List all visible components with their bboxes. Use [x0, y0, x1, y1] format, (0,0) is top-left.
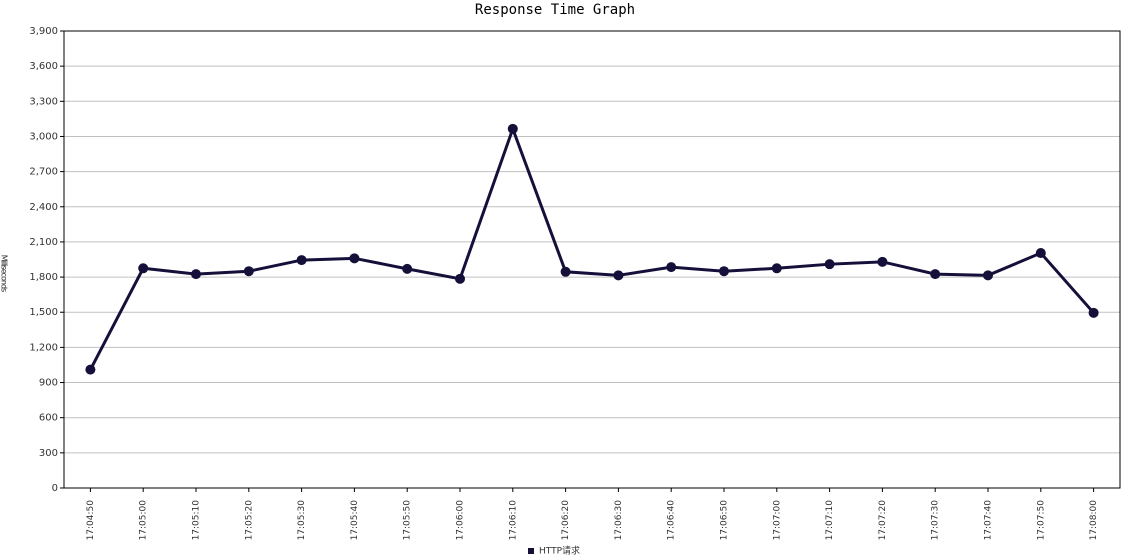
y-tick-label: 0	[52, 483, 58, 494]
data-point	[191, 269, 201, 280]
x-tick-label: 17:05:30	[297, 500, 307, 541]
y-tick-label: 2,100	[29, 237, 58, 248]
data-point	[455, 273, 465, 284]
x-tick-label: 17:07:10	[825, 500, 835, 541]
y-tick-label: 1,800	[29, 272, 58, 283]
y-tick-label: 900	[39, 378, 58, 389]
plot-frame	[63, 30, 1121, 489]
data-point	[983, 270, 993, 281]
data-point	[296, 255, 307, 266]
data-point	[877, 256, 888, 267]
x-tick-label: 17:06:10	[508, 500, 518, 541]
data-point	[349, 253, 360, 264]
x-tick-label: 17:07:50	[1036, 500, 1046, 541]
y-tick-label: 600	[39, 413, 58, 424]
y-tick-label: 3,600	[29, 61, 58, 72]
legend-swatch	[528, 548, 534, 554]
data-point	[138, 263, 149, 274]
data-point	[1088, 307, 1099, 318]
y-axis-label: Milliseconds	[0, 255, 9, 292]
x-tick-label: 17:06:40	[667, 500, 677, 541]
data-point	[560, 266, 571, 277]
data-point	[507, 123, 518, 134]
data-point	[719, 266, 729, 277]
x-tick-label: 17:05:20	[244, 500, 254, 541]
data-point	[402, 263, 413, 274]
x-tick-label: 17:06:00	[456, 500, 466, 541]
data-point	[930, 269, 941, 280]
x-tick-label: 17:04:50	[86, 500, 96, 541]
y-tick-label: 300	[39, 448, 58, 459]
x-tick-label: 17:08:00	[1089, 500, 1099, 541]
x-tick-label: 17:06:50	[720, 500, 730, 541]
x-tick-label: 17:07:20	[878, 500, 888, 541]
data-point	[666, 262, 677, 273]
x-tick-label: 17:06:20	[561, 500, 571, 541]
x-tick-label: 17:07:40	[984, 500, 994, 541]
x-tick-label: 17:05:50	[403, 500, 413, 541]
x-tick-label: 17:05:10	[192, 500, 202, 541]
data-point	[613, 270, 624, 281]
y-tick-label: 1,500	[29, 307, 58, 318]
data-point	[1035, 248, 1046, 259]
y-tick-label: 3,300	[29, 96, 58, 107]
chart-title: Response Time Graph	[475, 2, 635, 18]
legend-label: HTTP请求	[539, 545, 580, 557]
y-tick-label: 2,700	[29, 167, 58, 178]
y-tick-label: 2,400	[29, 202, 58, 213]
data-point	[824, 259, 835, 270]
series-line	[89, 124, 1095, 371]
x-tick-label: 17:05:40	[350, 500, 360, 541]
y-tick-label: 1,200	[29, 342, 58, 353]
y-tick-label: 3,000	[29, 131, 58, 142]
x-tick-label: 17:07:30	[931, 500, 941, 541]
x-tick-label: 17:06:30	[614, 500, 624, 541]
y-tick-label: 3,900	[29, 26, 58, 37]
data-point	[85, 364, 96, 375]
data-point	[771, 263, 782, 274]
data-point	[243, 266, 254, 277]
x-tick-label: 17:07:00	[772, 500, 782, 541]
x-tick-label: 17:05:00	[139, 500, 149, 541]
